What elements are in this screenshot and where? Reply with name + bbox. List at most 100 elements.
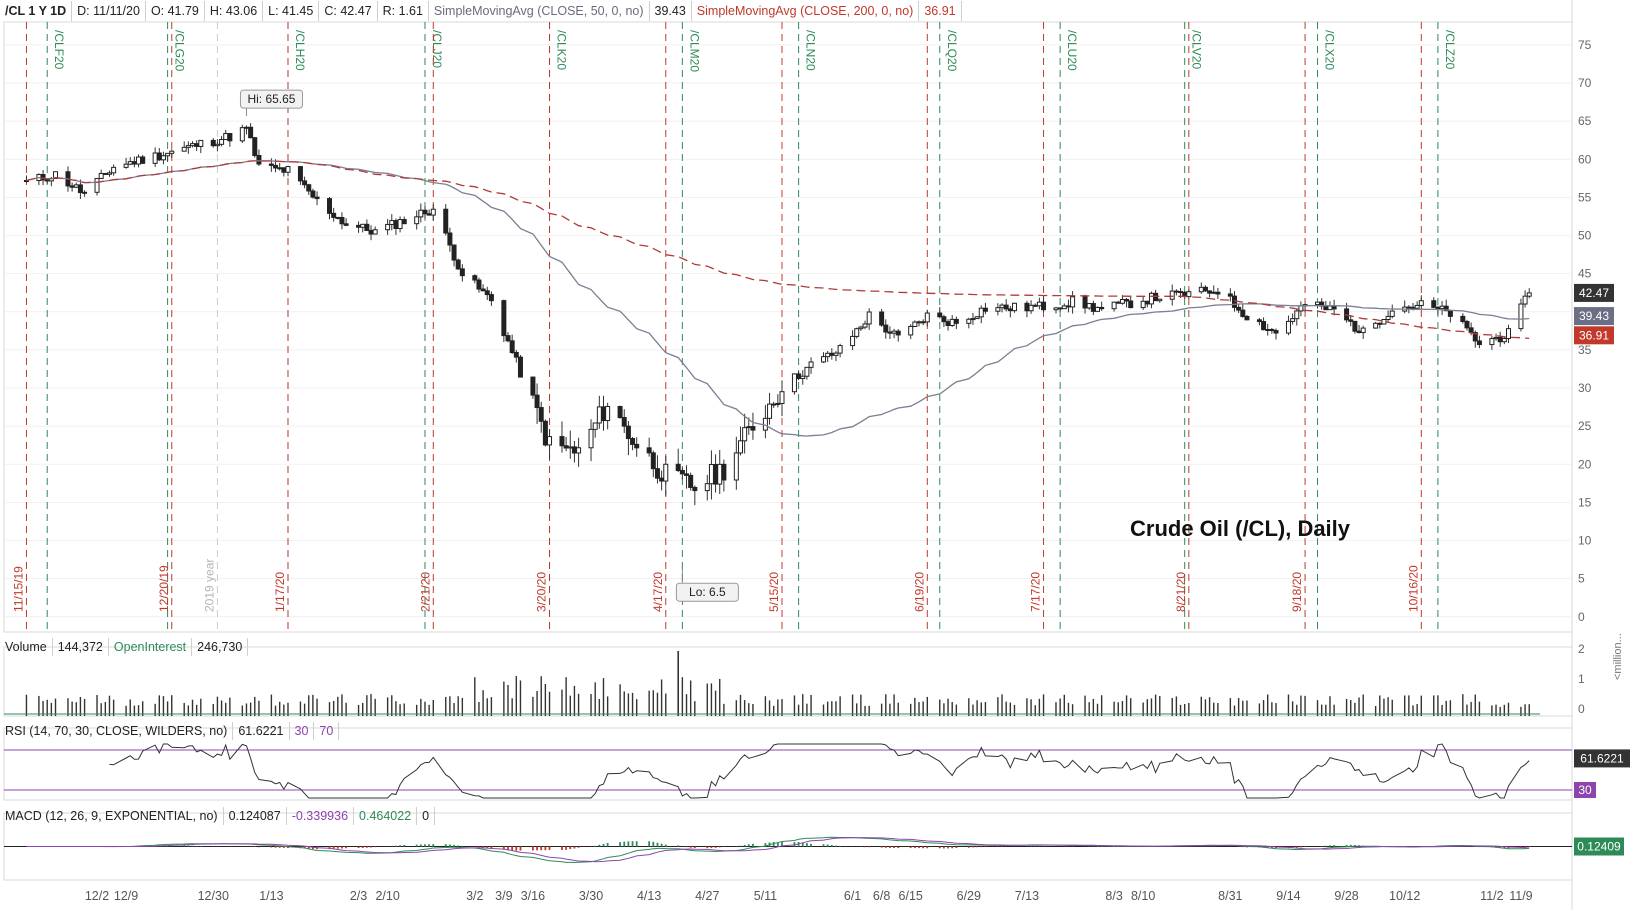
candle (169, 150, 175, 154)
event-label: 4/17/20 (651, 572, 665, 612)
candle (227, 133, 233, 142)
y-tick-label: 60 (1578, 152, 1592, 166)
annotation-box (675, 582, 739, 602)
macd-label[interactable]: MACD (12, 26, 9, EXPONENTIAL, no) (0, 807, 224, 825)
event-label: 5/15/20 (767, 572, 781, 612)
candle (767, 403, 773, 419)
candle (1202, 286, 1208, 292)
sma50-label[interactable]: SimpleMovingAvg (CLOSE, 50, 0, no) (429, 1, 650, 21)
candle (1315, 301, 1321, 306)
expiry-label: /CLJ20 (430, 30, 444, 68)
candle (1348, 319, 1354, 322)
last-value-badge (1574, 326, 1614, 345)
x-tick-label: 9/14 (1276, 889, 1300, 903)
x-tick-label: 6/15 (899, 889, 923, 903)
candle (281, 167, 287, 173)
candle (1111, 301, 1117, 310)
candle (1497, 336, 1503, 343)
candle (1505, 328, 1511, 340)
candle (953, 318, 959, 324)
candle (476, 279, 482, 290)
candle (717, 463, 723, 485)
candle (1024, 302, 1030, 312)
x-tick-label: 3/2 (466, 889, 483, 903)
candle (1198, 286, 1204, 293)
expiry-label: /CLU20 (1065, 30, 1079, 71)
volume-label[interactable]: Volume (0, 638, 53, 656)
candle (804, 366, 810, 377)
candle (252, 137, 258, 157)
candle (1418, 300, 1424, 306)
candle (679, 470, 685, 475)
candle (1526, 292, 1532, 297)
candle (630, 438, 636, 445)
candle (1265, 329, 1271, 332)
candle (1065, 305, 1071, 308)
high-label: H: 43.06 (205, 1, 264, 21)
candle (1070, 296, 1076, 308)
candle (190, 143, 196, 147)
open-interest-label[interactable]: OpenInterest (109, 638, 193, 656)
candle (505, 335, 511, 342)
x-tick-label: 12/2 (85, 889, 109, 903)
candle (136, 156, 142, 165)
candle (1356, 330, 1362, 334)
candle (999, 304, 1005, 309)
event-label: 12/20/19 (157, 565, 171, 612)
candle (185, 145, 191, 148)
candle (1036, 301, 1042, 307)
candle (966, 318, 972, 324)
rsi-label[interactable]: RSI (14, 70, 30, CLOSE, WILDERS, no) (0, 722, 234, 740)
candle (372, 229, 378, 235)
sma200-label[interactable]: SimpleMovingAvg (CLOSE, 200, 0, no) (692, 1, 920, 21)
candle (40, 174, 46, 181)
range-label: R: 1.61 (378, 1, 429, 21)
candle (821, 356, 827, 363)
candle (654, 468, 660, 479)
candle (426, 213, 432, 216)
candle (924, 312, 930, 323)
candle (1331, 305, 1337, 310)
candle (858, 326, 864, 330)
x-tick-label: 3/9 (495, 889, 512, 903)
candle (389, 220, 395, 225)
candle (1215, 291, 1221, 295)
candle (825, 352, 831, 358)
candle (1207, 290, 1213, 294)
candle (248, 126, 254, 139)
candle (451, 244, 457, 261)
candle (920, 321, 926, 324)
candle (443, 208, 449, 234)
candle (970, 318, 976, 321)
candle (854, 328, 860, 337)
expiry-label: /CLQ20 (945, 30, 959, 72)
y-tick-label: 10 (1578, 534, 1592, 548)
candle (356, 224, 362, 228)
candle (82, 191, 88, 194)
candle (1501, 338, 1507, 343)
candle (1041, 301, 1047, 311)
candle (708, 463, 714, 485)
candle (339, 217, 345, 225)
candle (239, 127, 245, 142)
expiry-label: /CLM20 (687, 30, 701, 72)
candle (1522, 295, 1528, 305)
x-tick-label: 4/27 (695, 889, 719, 903)
candle (418, 209, 424, 218)
candle (887, 331, 893, 334)
rsi-badge (1574, 749, 1630, 768)
candle (883, 324, 889, 333)
x-tick-label: 8/31 (1218, 889, 1242, 903)
candle (704, 483, 710, 492)
price-header: /CL 1 Y 1D D: 11/11/20 O: 41.79 H: 43.06… (0, 0, 962, 22)
candle (268, 163, 274, 166)
candle (1256, 319, 1262, 323)
candle (140, 156, 146, 164)
volume-y-label: 0 (1578, 702, 1585, 716)
y-tick-label: 45 (1578, 267, 1592, 281)
x-tick-label: 6/1 (844, 889, 861, 903)
event-label: 1/17/20 (273, 572, 287, 612)
candle (152, 152, 158, 164)
rsi-band-badge (1574, 782, 1596, 798)
symbol-label[interactable]: /CL 1 Y 1D (0, 1, 73, 21)
